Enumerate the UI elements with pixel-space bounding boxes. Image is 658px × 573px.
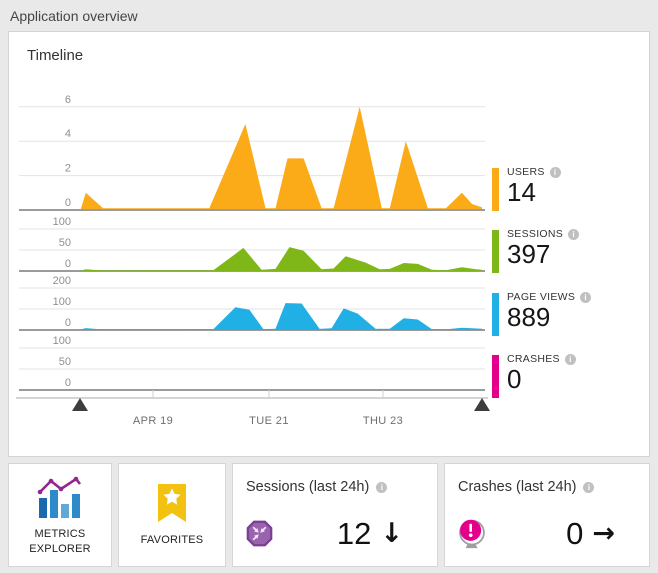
- page-views-area-series: [81, 303, 482, 330]
- y-axis-tick-label: 200: [53, 275, 71, 287]
- sessions-24h-tile[interactable]: Sessions (last 24h) i 12 ↓: [232, 463, 438, 567]
- crashes-24h-tile[interactable]: Crashes (last 24h) i 0 →: [444, 463, 650, 567]
- users-label: USERS: [507, 166, 545, 178]
- y-axis-tick-label: 0: [65, 197, 71, 209]
- y-axis-tick-label: 100: [53, 335, 71, 347]
- timeline-card: Timeline 6 4 2 0 100 50 0 200 100 0 100 50 0 APR 19 TU…: [8, 31, 650, 457]
- legend-crashes[interactable]: CRASHES i 0: [492, 353, 648, 401]
- timeline-chart: 6 4 2 0 100 50 0 200 100 0 100 50 0 APR 19 TUE 21 THU 2…: [16, 94, 490, 427]
- y-axis-tick-label: 4: [65, 128, 71, 140]
- y-axis-tick-label: 100: [53, 296, 71, 308]
- x-axis-date-label: TUE 21: [249, 415, 289, 427]
- y-axis-tick-label: 100: [53, 216, 71, 228]
- y-axis-tick-label: 2: [65, 163, 71, 175]
- info-icon[interactable]: i: [564, 353, 576, 365]
- favorites-label: FAVORITES: [140, 534, 204, 547]
- legend-sessions[interactable]: SESSIONS i 397: [492, 228, 648, 276]
- sessions-area-series: [81, 247, 482, 271]
- y-axis-tick-label: 50: [59, 356, 71, 368]
- bookmark-star-icon: [158, 484, 186, 523]
- users-area-series: [81, 106, 482, 210]
- sessions-value: 397: [507, 239, 551, 269]
- page-views-value: 889: [507, 302, 551, 332]
- crashes-24h-title: Crashes (last 24h): [458, 479, 577, 495]
- info-icon[interactable]: i: [583, 481, 595, 493]
- legend-page-views[interactable]: PAGE VIEWS i 889: [492, 291, 648, 339]
- page-views-label: PAGE VIEWS: [507, 291, 576, 303]
- bar-chart-icon: [37, 476, 82, 519]
- page-views-color-bar: [492, 293, 499, 336]
- y-axis-tick-label: 6: [65, 94, 71, 106]
- users-color-bar: [492, 168, 499, 211]
- sessions-24h-title: Sessions (last 24h): [246, 479, 370, 495]
- legend-users[interactable]: USERS i 14: [492, 166, 648, 214]
- crashes-color-bar: [492, 355, 499, 398]
- trend-flat-arrow-icon: →: [592, 517, 615, 549]
- trend-down-arrow-icon: ↓: [380, 517, 403, 549]
- users-value: 14: [507, 177, 536, 207]
- y-axis-tick-label: 0: [65, 377, 71, 389]
- y-axis-tick-label: 0: [65, 317, 71, 329]
- crashes-value: 0: [507, 364, 522, 394]
- crash-alert-icon: [459, 519, 485, 548]
- sessions-octagon-icon: [246, 520, 273, 546]
- sessions-label: SESSIONS: [507, 228, 564, 240]
- range-slider-right-handle[interactable]: [474, 398, 490, 411]
- metrics-explorer-tile[interactable]: METRICS EXPLORER: [8, 463, 112, 567]
- y-axis-tick-label: 50: [59, 237, 71, 249]
- timeline-title: Timeline: [27, 47, 84, 64]
- sessions-24h-value: 12: [336, 515, 372, 551]
- metrics-explorer-label: METRICS EXPLORER: [29, 528, 91, 555]
- info-icon[interactable]: i: [549, 166, 561, 178]
- info-icon[interactable]: i: [568, 228, 580, 240]
- crashes-24h-value: 0: [566, 515, 584, 551]
- x-axis-date-label: THU 23: [363, 415, 403, 427]
- info-icon[interactable]: i: [376, 481, 388, 493]
- info-icon[interactable]: i: [580, 291, 592, 303]
- x-axis-date-label: APR 19: [133, 415, 173, 427]
- range-slider-left-handle[interactable]: [72, 398, 88, 411]
- crashes-label: CRASHES: [507, 353, 560, 365]
- y-axis-tick-label: 0: [65, 258, 71, 270]
- sessions-color-bar: [492, 230, 499, 273]
- favorites-tile[interactable]: FAVORITES: [118, 463, 226, 567]
- page-title: Application overview: [10, 8, 138, 24]
